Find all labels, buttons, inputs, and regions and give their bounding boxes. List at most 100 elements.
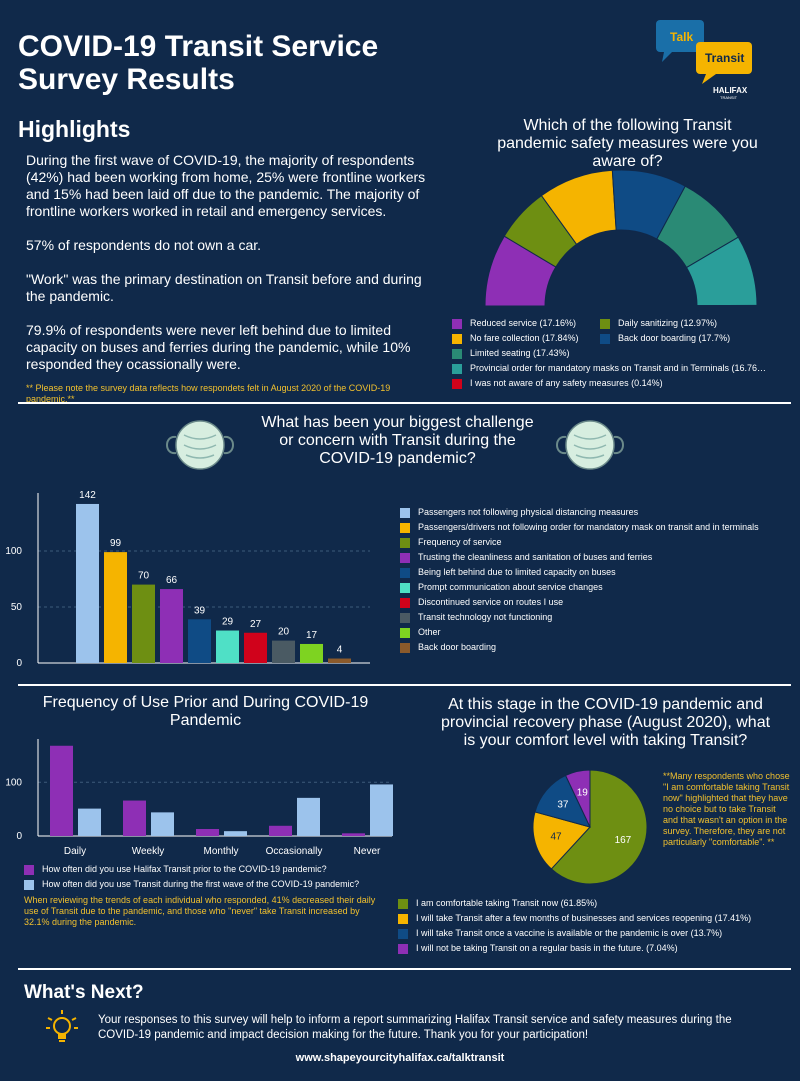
y-tick-label: 50 [11, 602, 23, 613]
legend-label: I was not aware of any safety measures (… [470, 378, 663, 388]
data-label: 29 [222, 617, 234, 628]
legend-swatch [452, 333, 462, 344]
legend-swatch [452, 348, 462, 359]
data-label: 99 [110, 538, 122, 549]
bar [151, 812, 174, 836]
bar [370, 784, 393, 836]
challenge-bar-chart: 0 50 100 142 99 70 66 39 29 27 20 17 4 [5, 490, 370, 669]
section-divider [18, 968, 791, 970]
legend-label: Provincial order for mandatory masks on … [470, 363, 766, 373]
bar [196, 829, 219, 836]
data-label: 70 [138, 571, 150, 582]
legend-label: Prompt communication about service chang… [418, 582, 603, 592]
legend-item: Prompt communication about service chang… [400, 580, 795, 595]
legend-label: Passengers/drivers not following order f… [418, 522, 759, 532]
pie-slice [532, 811, 591, 870]
legend-item: I will not be taking Transit on a regula… [398, 941, 798, 956]
legend-label: Reduced service (17.16%) [470, 318, 577, 328]
legend-swatch [24, 879, 34, 890]
data-label: 27 [250, 619, 262, 630]
logo-talk-text: Talk [670, 30, 694, 44]
bar [50, 745, 73, 836]
bar [132, 584, 155, 663]
legend-swatch [400, 627, 410, 638]
comfort-note: **Many respondents who chose "I am comfo… [663, 771, 790, 847]
legend-label: Daily sanitizing (12.97%) [618, 318, 718, 328]
logo-halifax-text: HALIFAX [713, 86, 748, 95]
section-divider [18, 684, 791, 686]
face-mask-icon [556, 420, 624, 470]
face-mask-icon [166, 420, 234, 470]
legend-item: Frequency of service [400, 535, 795, 550]
frequency-bar-chart: 0 100 Daily Weekly Monthly Occasionally Never [5, 739, 393, 857]
whats-next-text: Your responses to this survey will help … [98, 1014, 732, 1041]
legend-item: I will take Transit once a vaccine is av… [398, 926, 798, 941]
bar [78, 808, 101, 836]
frequency-chart-title: Frequency of Use Prior and During COVID-… [42, 694, 369, 729]
pie-data-label: 167 [615, 835, 632, 846]
legend-label: Other [418, 627, 441, 637]
legend-swatch [400, 612, 410, 623]
x-tick-label: Weekly [132, 846, 165, 857]
survey-url-link[interactable]: www.shapeyourcityhalifax.ca/talktransit [295, 1052, 505, 1064]
legend-swatch [452, 318, 462, 329]
legend-swatch [600, 333, 610, 344]
legend-item: Transit technology not functioning [400, 610, 795, 625]
legend-item: I will take Transit after a few months o… [398, 911, 798, 926]
data-label: 66 [166, 575, 178, 586]
legend-item: Back door boarding [400, 640, 795, 655]
legend-item: Other [400, 625, 795, 640]
legend-item: Trusting the cleanliness and sanitation … [400, 550, 795, 565]
legend-item: How often did you use Transit during the… [24, 877, 404, 892]
pie-data-label: 19 [577, 788, 589, 799]
challenge-chart-title: What has been your biggest challenge or … [261, 414, 534, 467]
section-divider [18, 402, 791, 404]
legend-item: I am comfortable taking Transit now (61.… [398, 896, 798, 911]
bar [160, 589, 183, 663]
data-label: 20 [278, 627, 290, 638]
legend-swatch [398, 943, 408, 954]
legend-swatch [400, 567, 410, 578]
legend-label: Passengers not following physical distan… [418, 507, 639, 517]
legend-swatch [600, 318, 610, 329]
lightbulb-icon [46, 1010, 78, 1042]
challenge-legend: Passengers not following physical distan… [400, 505, 795, 655]
bar [188, 619, 211, 663]
bar [297, 797, 320, 836]
bar [269, 825, 292, 836]
bar [342, 833, 365, 836]
legend-swatch [400, 552, 410, 563]
data-label: 142 [79, 490, 96, 501]
bar [328, 658, 351, 663]
talk-transit-logo: Talk Transit HALIFAX TRANSIT [650, 18, 760, 103]
legend-swatch [398, 913, 408, 924]
highlight-paragraph-1: During the first wave of COVID-19, the m… [26, 152, 426, 219]
x-tick-label: Occasionally [266, 846, 323, 857]
legend-item: Discontinued service on routes I use [400, 595, 795, 610]
legend-label: Frequency of service [418, 537, 502, 547]
legend-swatch [398, 928, 408, 939]
legend-swatch [400, 642, 410, 653]
legend-swatch [400, 507, 410, 518]
legend-label: Being left behind due to limited capacit… [418, 567, 616, 577]
bar [216, 630, 239, 663]
highlight-paragraph-3: "Work" was the primary destination on Tr… [26, 271, 422, 304]
bar [300, 643, 323, 663]
legend-swatch [452, 363, 462, 374]
legend-label: How often did you use Transit during the… [42, 879, 360, 889]
bar [123, 800, 146, 836]
frequency-legend: How often did you use Halifax Transit pr… [24, 862, 404, 892]
legend-label: Discontinued service on routes I use [418, 597, 564, 607]
whats-next-heading: What's Next? [24, 982, 144, 1003]
x-tick-label: Monthly [203, 846, 238, 857]
legend-label: Limited seating (17.43%) [470, 348, 570, 358]
y-tick-label: 0 [16, 658, 22, 669]
legend-label: I will take Transit after a few months o… [416, 913, 752, 923]
legend-swatch [400, 522, 410, 533]
legend-label: I am comfortable taking Transit now (61.… [416, 898, 598, 908]
legend-swatch [24, 864, 34, 875]
legend-swatch [398, 898, 408, 909]
legend-label: I will not be taking Transit on a regula… [416, 943, 678, 953]
bar [104, 552, 127, 663]
y-tick-label: 100 [5, 546, 22, 557]
